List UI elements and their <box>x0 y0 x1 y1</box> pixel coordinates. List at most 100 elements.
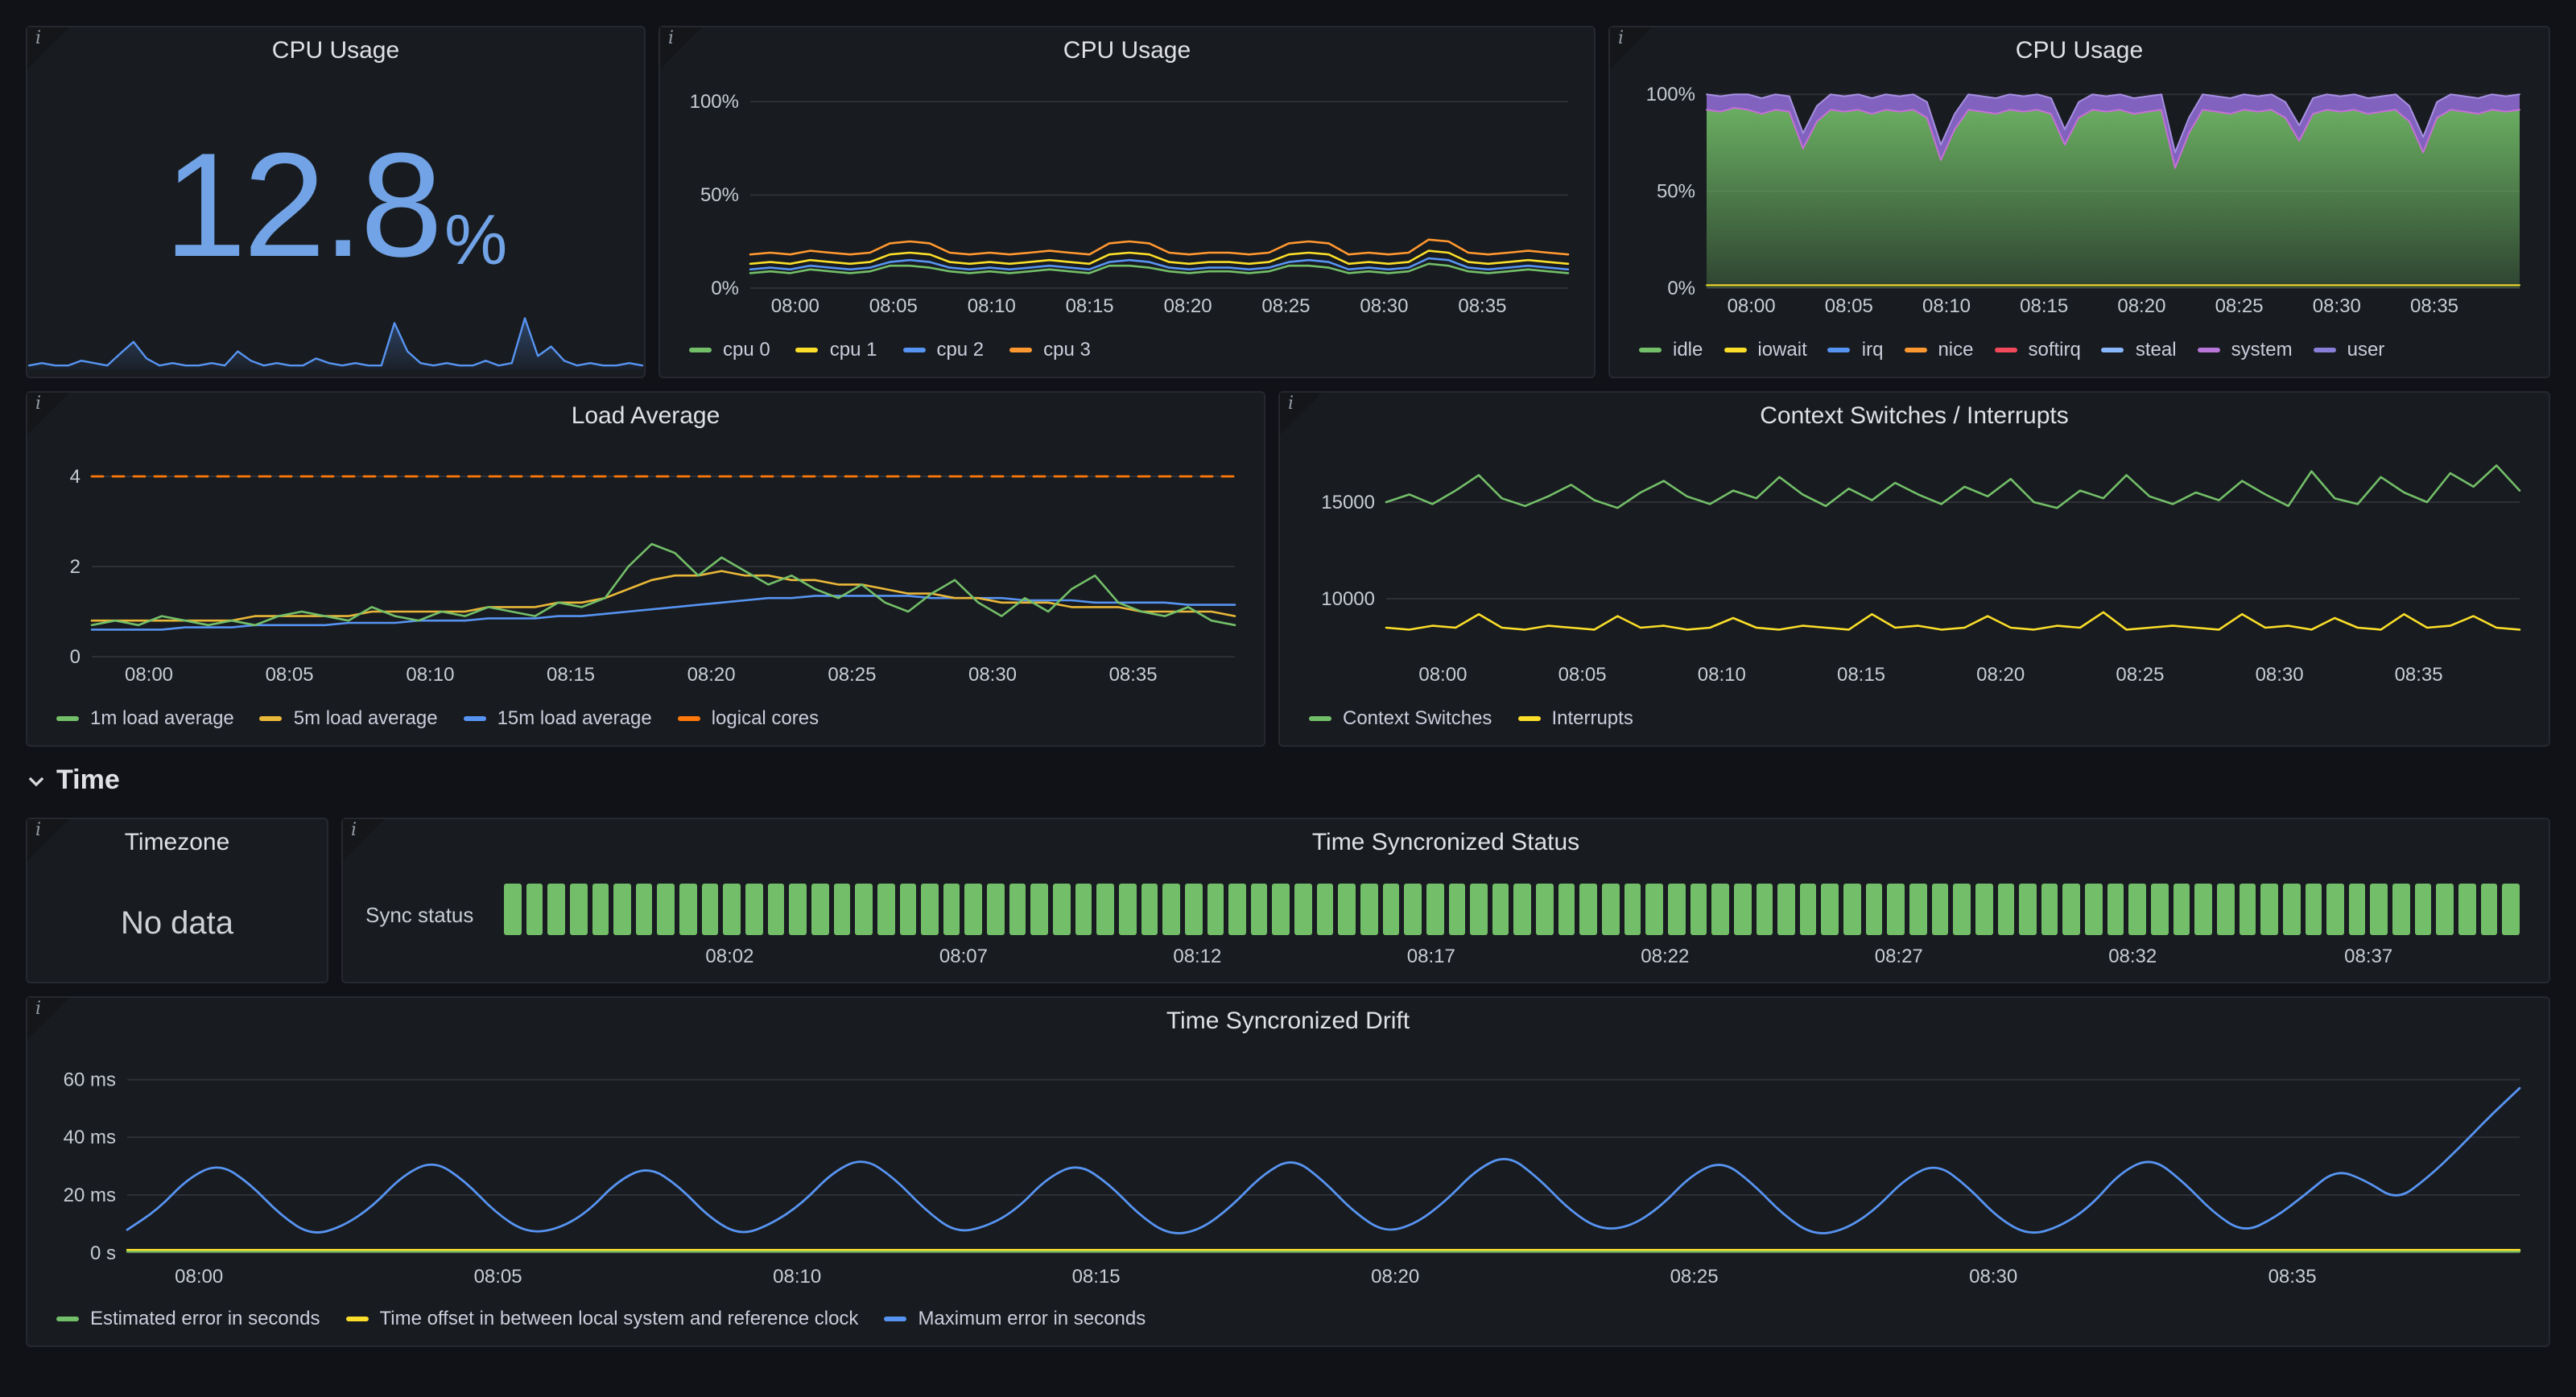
sync-status-bar[interactable] <box>2480 884 2498 935</box>
sync-status-bar[interactable] <box>2151 884 2169 935</box>
sync-status-bar[interactable] <box>1141 884 1158 935</box>
legend-item[interactable]: Time offset in between local system and … <box>345 1307 858 1329</box>
sync-status-bar[interactable] <box>789 884 807 935</box>
legend-item[interactable]: cpu 0 <box>689 338 770 361</box>
sync-status-bar[interactable] <box>1733 884 1752 935</box>
sync-status-bar[interactable] <box>2260 884 2278 935</box>
sync-status-bar[interactable] <box>1821 884 1839 935</box>
panel-title[interactable]: Timezone <box>124 829 230 856</box>
sync-status-bar[interactable] <box>1997 884 2015 935</box>
sync-status-bar[interactable] <box>1030 884 1049 935</box>
sync-status-bar[interactable] <box>2019 884 2037 935</box>
panel-title[interactable]: Context Switches / Interrupts <box>1760 402 2069 430</box>
sync-status-bar[interactable] <box>1470 884 1488 935</box>
legend-item[interactable]: idle <box>1639 338 1703 361</box>
sync-status-bar[interactable] <box>943 884 960 935</box>
sync-status-bar[interactable] <box>1360 884 1378 935</box>
sync-status-bar[interactable] <box>1909 884 1927 935</box>
sync-status-bar[interactable] <box>1953 884 1971 935</box>
legend-item[interactable]: nice <box>1904 338 1973 361</box>
legend-item[interactable]: 1m load average <box>56 707 234 729</box>
sync-status-bar[interactable] <box>2085 884 2103 935</box>
sync-status-bar[interactable] <box>1184 884 1202 935</box>
sync-status-bar[interactable] <box>2370 884 2388 935</box>
sync-status-bar[interactable] <box>1382 884 1400 935</box>
sync-status-bar[interactable] <box>811 884 829 935</box>
panel-info-icon[interactable]: i <box>660 27 702 69</box>
sync-status-bar[interactable] <box>2041 884 2058 935</box>
sync-status-bar[interactable] <box>1799 884 1817 935</box>
sync-status-bar[interactable] <box>2348 884 2366 935</box>
legend-item[interactable]: Interrupts <box>1517 707 1633 729</box>
sync-status-bar[interactable] <box>1448 884 1466 935</box>
sync-status-bar[interactable] <box>723 884 741 935</box>
sync-status-bar[interactable] <box>2216 884 2235 935</box>
sync-status-bar[interactable] <box>679 884 697 935</box>
sync-status-bar[interactable] <box>701 884 719 935</box>
sync-status-bar[interactable] <box>2107 884 2124 935</box>
sync-status-bar[interactable] <box>2194 884 2212 935</box>
cpu-modes-stacked-chart[interactable]: 0% 50% 100% 08:00 08:05 08:10 08:15 08:20 08:25 0… <box>1626 82 2529 320</box>
context-switches-chart[interactable]: 10000 15000 08:00 08:05 08:10 08:15 08:20 08:25… <box>1296 447 2529 689</box>
sync-status-bar[interactable] <box>1492 884 1509 935</box>
sync-status-bar[interactable] <box>2458 884 2476 935</box>
sync-status-bar[interactable] <box>2436 884 2454 935</box>
sync-status-bar[interactable] <box>2305 884 2322 935</box>
sync-status-bar[interactable] <box>2062 884 2081 935</box>
panel-title[interactable]: Time Syncronized Drift <box>1166 1008 1410 1035</box>
sync-status-bar[interactable] <box>2128 884 2147 935</box>
sync-status-bar[interactable] <box>1975 884 1993 935</box>
sync-status-bar[interactable] <box>987 884 1005 935</box>
sync-status-bar[interactable] <box>1624 884 1641 935</box>
legend-item[interactable]: logical cores <box>677 707 819 729</box>
sync-status-bar[interactable] <box>1207 884 1224 935</box>
sync-status-bar[interactable] <box>569 884 588 935</box>
sync-status-bar[interactable] <box>547 884 565 935</box>
sync-status-bar[interactable] <box>833 884 851 935</box>
sync-status-bar[interactable] <box>2414 884 2432 935</box>
sync-status-bar[interactable] <box>1558 884 1575 935</box>
sync-status-bar[interactable] <box>1602 884 1620 935</box>
sync-status-bars[interactable]: 08:02 08:07 08:12 08:17 08:22 08:27 08:32 08:37 <box>504 884 2520 977</box>
legend-item[interactable]: 5m load average <box>259 707 438 729</box>
sync-status-bar[interactable] <box>964 884 983 935</box>
legend-item[interactable]: cpu 1 <box>795 338 877 361</box>
sync-status-bar[interactable] <box>1426 884 1444 935</box>
sync-status-bar[interactable] <box>899 884 917 935</box>
panel-title[interactable]: CPU Usage <box>271 37 400 64</box>
panel-title[interactable]: CPU Usage <box>1063 37 1191 64</box>
sync-status-bar[interactable] <box>613 884 631 935</box>
panel-info-icon[interactable]: i <box>27 998 69 1040</box>
legend-item[interactable]: Estimated error in seconds <box>56 1307 320 1329</box>
legend-item[interactable]: Maximum error in seconds <box>884 1307 1146 1329</box>
sync-status-bar[interactable] <box>2173 884 2190 935</box>
sync-status-bar[interactable] <box>1645 884 1663 935</box>
sync-status-bar[interactable] <box>1118 884 1137 935</box>
legend-item[interactable]: 15m load average <box>463 707 652 729</box>
sync-status-bar[interactable] <box>635 884 653 935</box>
sync-status-bar[interactable] <box>2282 884 2301 935</box>
sync-status-bar[interactable] <box>1075 884 1092 935</box>
sync-status-bar[interactable] <box>1228 884 1246 935</box>
sync-status-bar[interactable] <box>1096 884 1114 935</box>
legend-item[interactable]: cpu 2 <box>902 338 984 361</box>
sync-status-bar[interactable] <box>1162 884 1180 935</box>
sync-status-bar[interactable] <box>855 884 873 935</box>
sync-status-bar[interactable] <box>1536 884 1554 935</box>
panel-title[interactable]: CPU Usage <box>2015 37 2144 64</box>
sync-status-bar[interactable] <box>1272 884 1290 935</box>
sync-status-bar[interactable] <box>877 884 895 935</box>
sync-status-bar[interactable] <box>1053 884 1071 935</box>
sync-status-bar[interactable] <box>2239 884 2256 935</box>
sync-status-bar[interactable] <box>657 884 675 935</box>
legend-item[interactable]: cpu 3 <box>1009 338 1091 361</box>
sync-status-bar[interactable] <box>504 884 522 935</box>
sync-status-bar[interactable] <box>1931 884 1949 935</box>
sync-status-bar[interactable] <box>1404 884 1422 935</box>
sync-status-bar[interactable] <box>2326 884 2344 935</box>
panel-info-icon[interactable]: i <box>27 27 69 69</box>
cpu-usage-sparkline[interactable] <box>27 296 644 370</box>
legend-item[interactable]: system <box>2197 338 2293 361</box>
sync-status-bar[interactable] <box>1690 884 1707 935</box>
panel-info-icon[interactable]: i <box>27 393 69 435</box>
